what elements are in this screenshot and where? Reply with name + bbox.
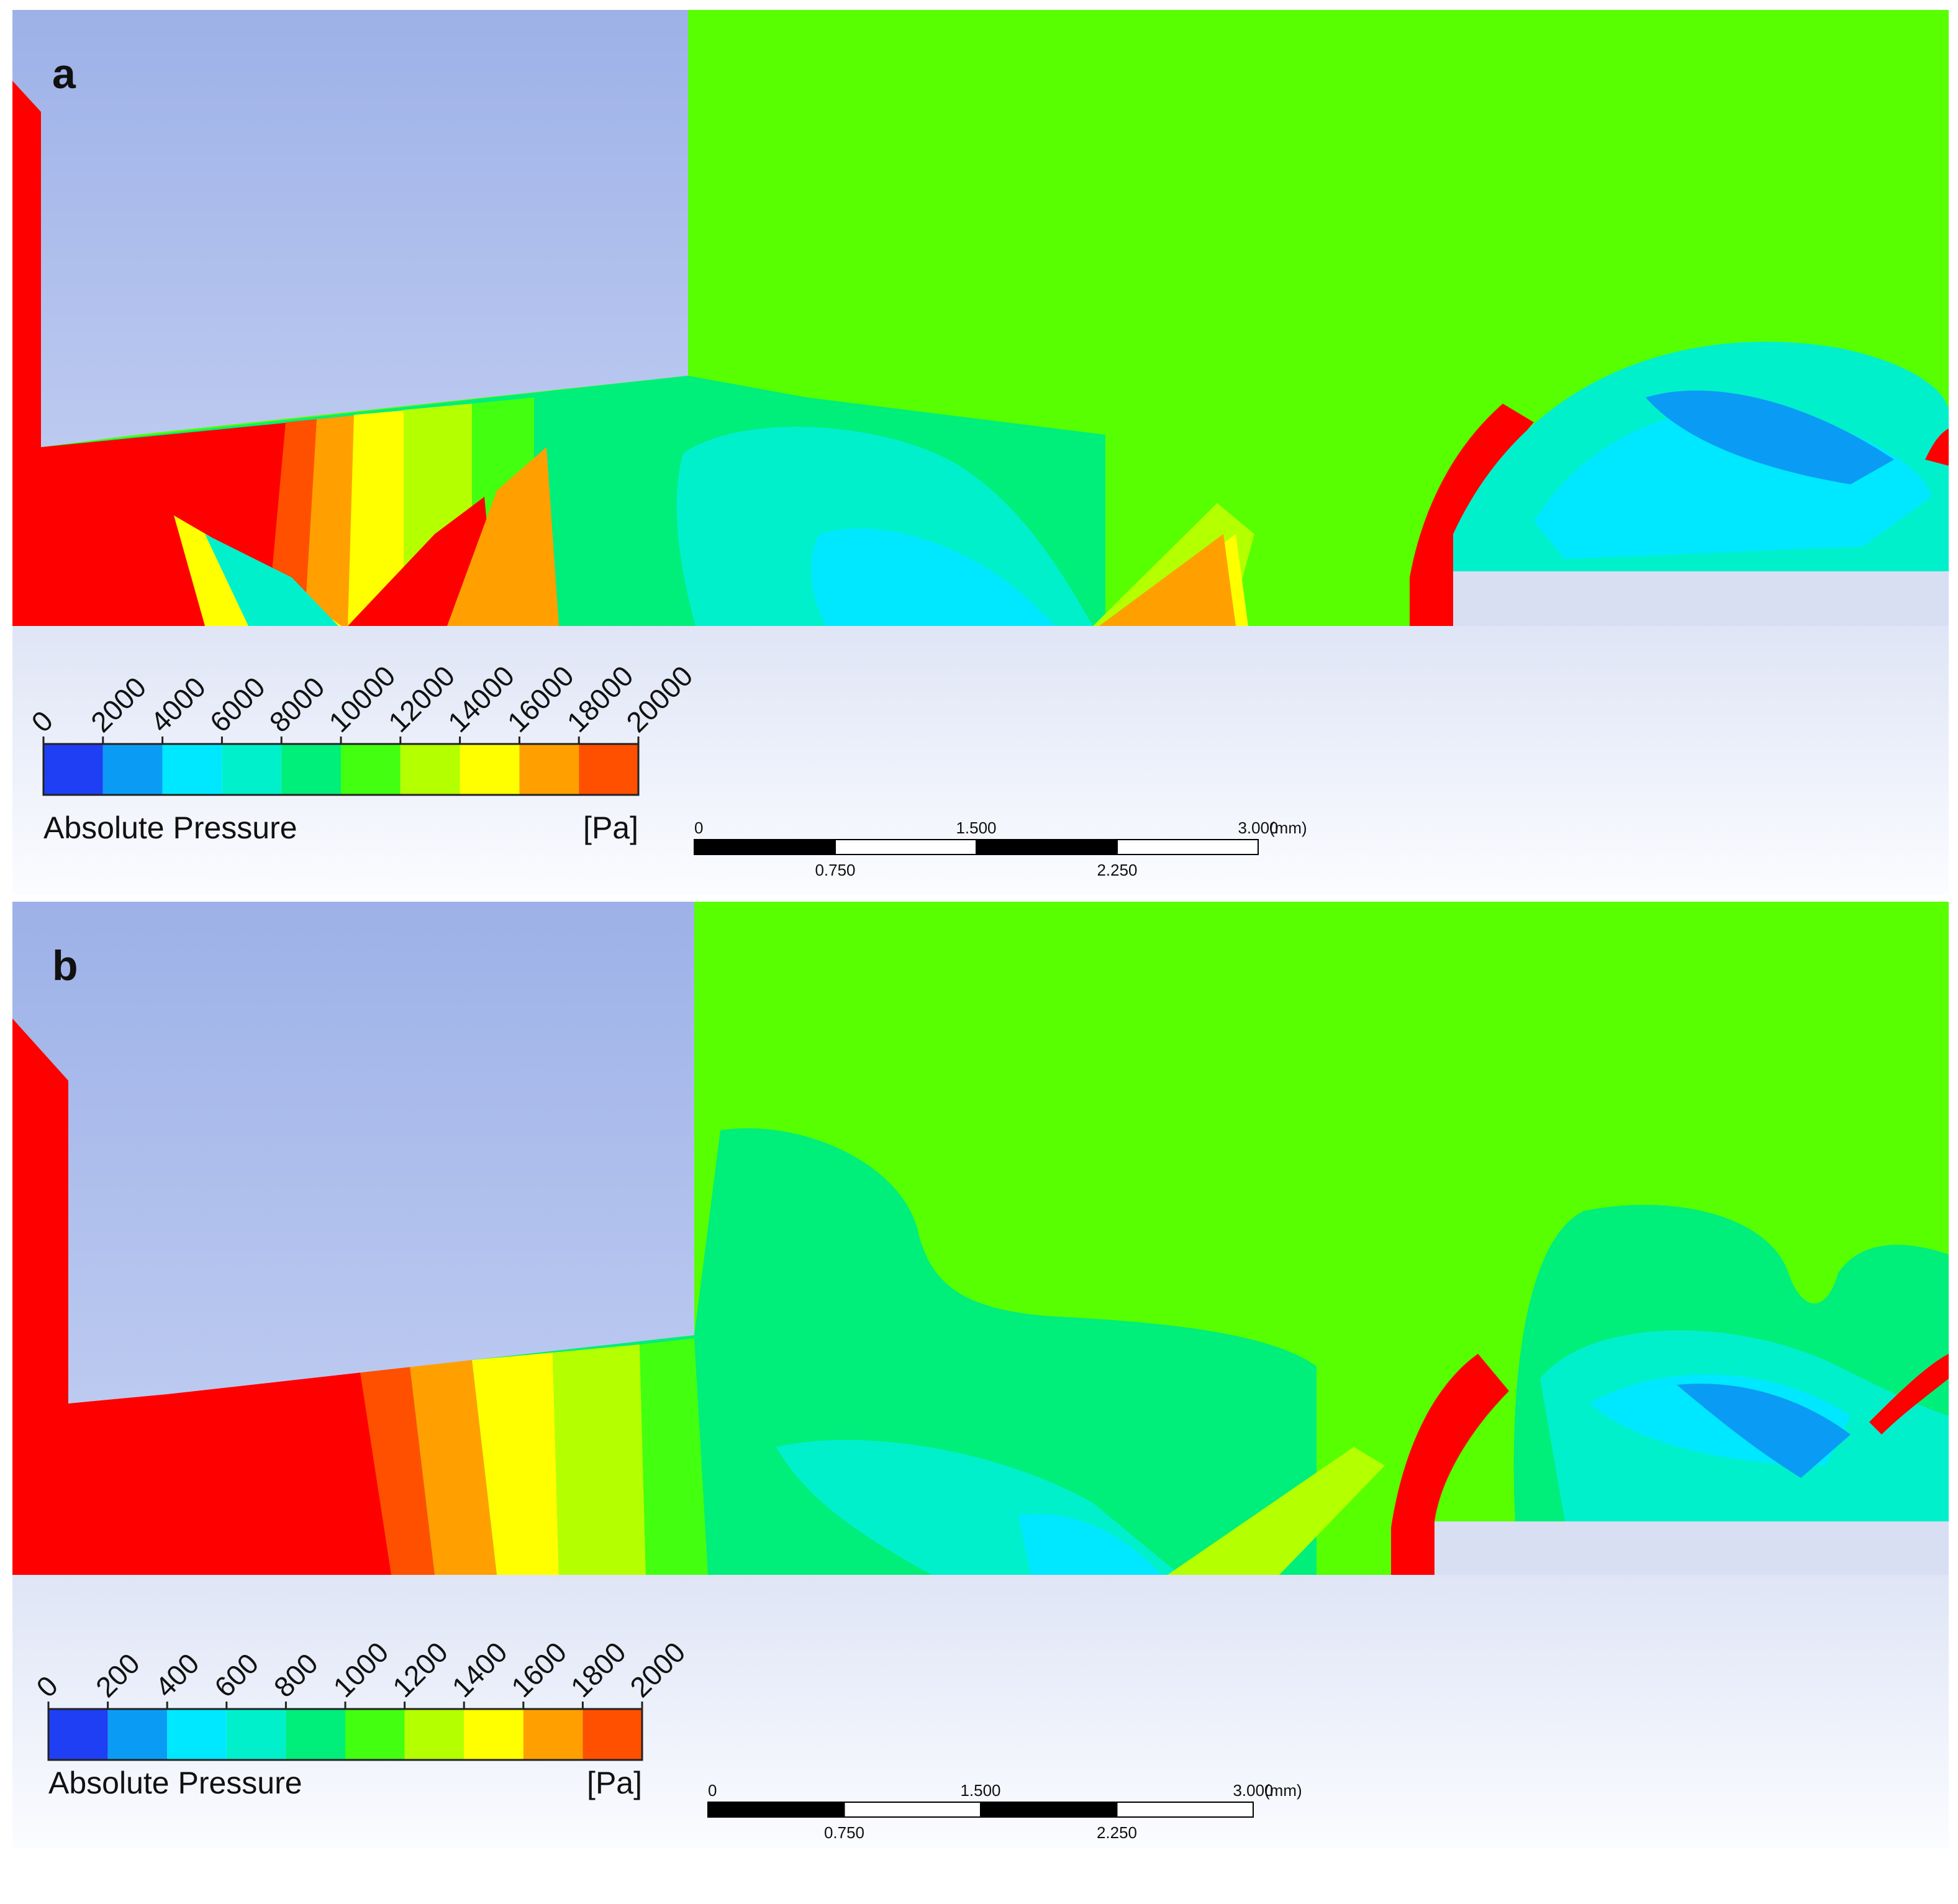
legend-swatch-b-1: [107, 1709, 168, 1760]
scale-segment-b-1: [843, 1802, 981, 1818]
legend-swatch-a-9: [579, 744, 638, 795]
legend-unit-b: [Pa]: [587, 1766, 642, 1800]
downstream-shock-b: [1869, 1354, 1949, 1435]
scale-bottom-label-a-1: 2.250: [1097, 861, 1137, 879]
legend-swatch-a-7: [460, 744, 520, 795]
band-b-4: [553, 1344, 646, 1575]
nozzle-wall-a: [12, 10, 688, 447]
band-b-3: [472, 1353, 559, 1575]
step-red-b: [1391, 1354, 1509, 1575]
step-solid-b: [1435, 1521, 1949, 1575]
reattachment-shock-a-orange: [1099, 534, 1236, 626]
scale-bar-a: 0 1.500 3.000(mm) 0.750 2.250: [694, 818, 1307, 879]
scale-top-label-b-0: 0: [708, 1781, 717, 1800]
legend-swatch-a-1: [102, 744, 163, 795]
low-pressure-bubble-a-2: [811, 528, 1056, 626]
scale-bottom-label-b-0: 0.750: [824, 1823, 864, 1842]
shock-diamond-a-4: [447, 447, 559, 626]
scale-segment-a-2: [976, 839, 1118, 855]
scale-segment-a-1: [835, 839, 977, 855]
band-a-3: [348, 410, 410, 626]
legend-swatch-b-0: [48, 1709, 108, 1760]
legend-swatch-a-5: [341, 744, 401, 795]
scale-top-label-a-1: 1.500: [956, 818, 996, 837]
legend-swatch-a-0: [43, 744, 103, 795]
legend-title-b: Absolute Pressure: [48, 1766, 302, 1800]
panel-letter-a: a: [52, 50, 76, 97]
low-pressure-core-b: [1677, 1384, 1851, 1478]
panel-letter-b: b: [52, 942, 78, 989]
scale-bottom-label-a-0: 0.750: [815, 861, 855, 879]
band-b-5: [640, 1338, 708, 1575]
legend-unit-a: [Pa]: [583, 810, 638, 845]
legend-swatch-a-2: [162, 744, 222, 795]
panel-b: b 0 200 400 600 800 100012001400160018002000 …: [12, 902, 1949, 1848]
downstream-shock-a: [1925, 428, 1949, 466]
legend-swatch-a-6: [400, 744, 460, 795]
low-pressure-core-a: [1646, 390, 1894, 484]
panel-a: a 0 2000400060008000100001200014000160001…: [12, 10, 1949, 894]
shock-diamond-a-2: [205, 534, 338, 626]
legend-swatch-b-3: [226, 1709, 286, 1760]
legend-swatch-a-8: [519, 744, 579, 795]
low-pressure-bubble-b-2: [1018, 1514, 1161, 1575]
high-pressure-zone-b: [12, 1018, 397, 1575]
legend-swatch-a-3: [222, 744, 282, 795]
scale-segment-b-3: [1116, 1802, 1254, 1818]
contour-plot-a: [12, 10, 1949, 626]
legend-swatch-b-9: [582, 1709, 642, 1760]
scale-bar-b: 0 1.500 3.000(mm) 0.750 2.250: [707, 1781, 1302, 1842]
legend-swatch-b-4: [286, 1709, 345, 1760]
scale-segment-a-0: [694, 839, 836, 855]
scale-top-label-a-0: 0: [694, 818, 703, 837]
legend-swatch-b-7: [464, 1709, 523, 1760]
scale-unit-b: (mm): [1264, 1781, 1302, 1800]
legend-swatch-b-5: [345, 1709, 405, 1760]
scale-segment-a-3: [1117, 839, 1259, 855]
legend-swatch-b-2: [167, 1709, 227, 1760]
step-solid-a: [1453, 571, 1949, 626]
scale-unit-a: (mm): [1269, 818, 1307, 837]
legend-swatch-a-4: [281, 744, 341, 795]
band-a-2: [304, 415, 360, 626]
reattachment-shock-b: [1167, 1447, 1385, 1575]
legend-swatch-b-8: [523, 1709, 583, 1760]
scale-top-label-b-1: 1.500: [960, 1781, 1000, 1800]
scale-bottom-label-b-1: 2.250: [1097, 1823, 1137, 1842]
contour-plot-b: [12, 902, 1949, 1575]
scale-top-label-a-2: 3.000: [1238, 818, 1278, 837]
legend-swatch-b-6: [404, 1709, 465, 1760]
band-b-2: [410, 1360, 497, 1575]
nozzle-wall-b: [12, 902, 694, 1403]
scale-segment-b-0: [707, 1802, 845, 1818]
scale-segment-b-2: [980, 1802, 1118, 1818]
high-pressure-zone-a: [12, 81, 292, 626]
legend-title-a: Absolute Pressure: [43, 810, 297, 845]
scale-top-label-b-2: 3.000: [1233, 1781, 1273, 1800]
